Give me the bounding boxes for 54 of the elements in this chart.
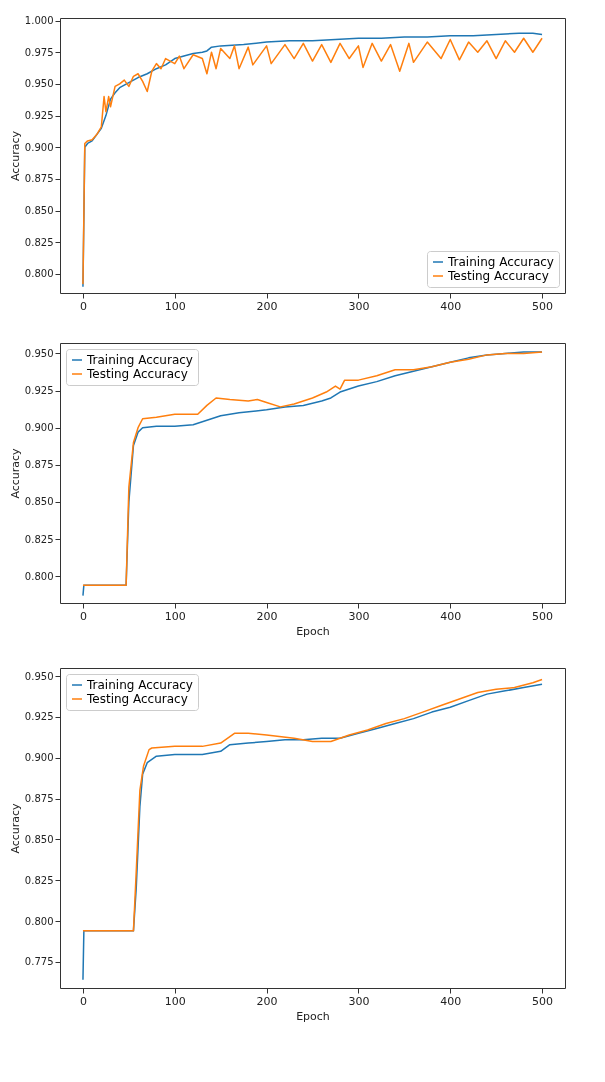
y-tick-label: 0.950	[24, 670, 54, 682]
y-tick-label: 0.925	[24, 711, 54, 723]
legend-label: Training Accuracy	[447, 255, 554, 269]
x-tick-label: 100	[164, 299, 186, 313]
legend-label: Testing Accuracy	[86, 692, 188, 706]
x-tick-label: 0	[79, 609, 87, 623]
x-tick-label: 400	[440, 299, 462, 313]
x-tick-label: 500	[532, 299, 554, 313]
y-tick-label: 0.800	[24, 570, 54, 582]
x-tick-label: 0	[79, 299, 87, 313]
y-tick-label: 0.875	[24, 459, 54, 471]
y-tick-label: 0.800	[24, 915, 54, 927]
line-series	[82, 678, 543, 932]
x-tick-label: 200	[256, 994, 278, 1008]
y-tick-label: 0.900	[24, 422, 54, 434]
y-tick-label: 0.825	[24, 236, 54, 248]
y-axis-title: Accuracy	[8, 802, 22, 854]
x-tick-label: 400	[440, 994, 462, 1008]
x-tick-label: 300	[348, 994, 370, 1008]
y-tick-label: 0.850	[24, 833, 54, 845]
legend-label: Testing Accuracy	[447, 269, 549, 283]
y-tick-label: 0.925	[24, 110, 54, 122]
y-tick-label: 0.900	[24, 141, 54, 153]
x-tick-label: 100	[164, 609, 186, 623]
y-axis-title: Accuracy	[8, 130, 22, 182]
y-tick-label: 0.850	[24, 205, 54, 217]
y-tick-label: 1.000	[24, 15, 54, 27]
y-tick-label: 0.825	[24, 533, 54, 545]
y-tick-label: 0.850	[24, 496, 54, 508]
x-tick-label: 300	[348, 299, 370, 313]
x-tick-label: 400	[440, 609, 462, 623]
legend-label: Testing Accuracy	[86, 367, 188, 381]
x-axis-title: Epoch	[296, 1009, 330, 1023]
x-tick-label: 0	[79, 994, 87, 1008]
x-tick-label: 200	[256, 299, 278, 313]
x-tick-label: 500	[532, 994, 554, 1008]
y-tick-label: 0.900	[24, 752, 54, 764]
legend-label: Training Accuracy	[86, 353, 193, 367]
y-tick-label: 0.875	[24, 173, 54, 185]
y-tick-label: 0.950	[24, 78, 54, 90]
y-tick-label: 0.775	[24, 956, 54, 968]
x-tick-label: 500	[532, 609, 554, 623]
legend-label: Training Accuracy	[86, 678, 193, 692]
x-tick-label: 300	[348, 609, 370, 623]
x-tick-label: 100	[164, 994, 186, 1008]
y-axis-title: Accuracy	[8, 447, 22, 499]
y-tick-label: 0.825	[24, 874, 54, 886]
y-tick-label: 0.975	[24, 46, 54, 58]
x-tick-label: 200	[256, 609, 278, 623]
y-tick-label: 0.925	[24, 385, 54, 397]
x-axis-title: Epoch	[296, 624, 330, 638]
y-tick-label: 0.800	[24, 268, 54, 280]
y-tick-label: 0.875	[24, 793, 54, 805]
y-tick-label: 0.950	[24, 347, 54, 359]
